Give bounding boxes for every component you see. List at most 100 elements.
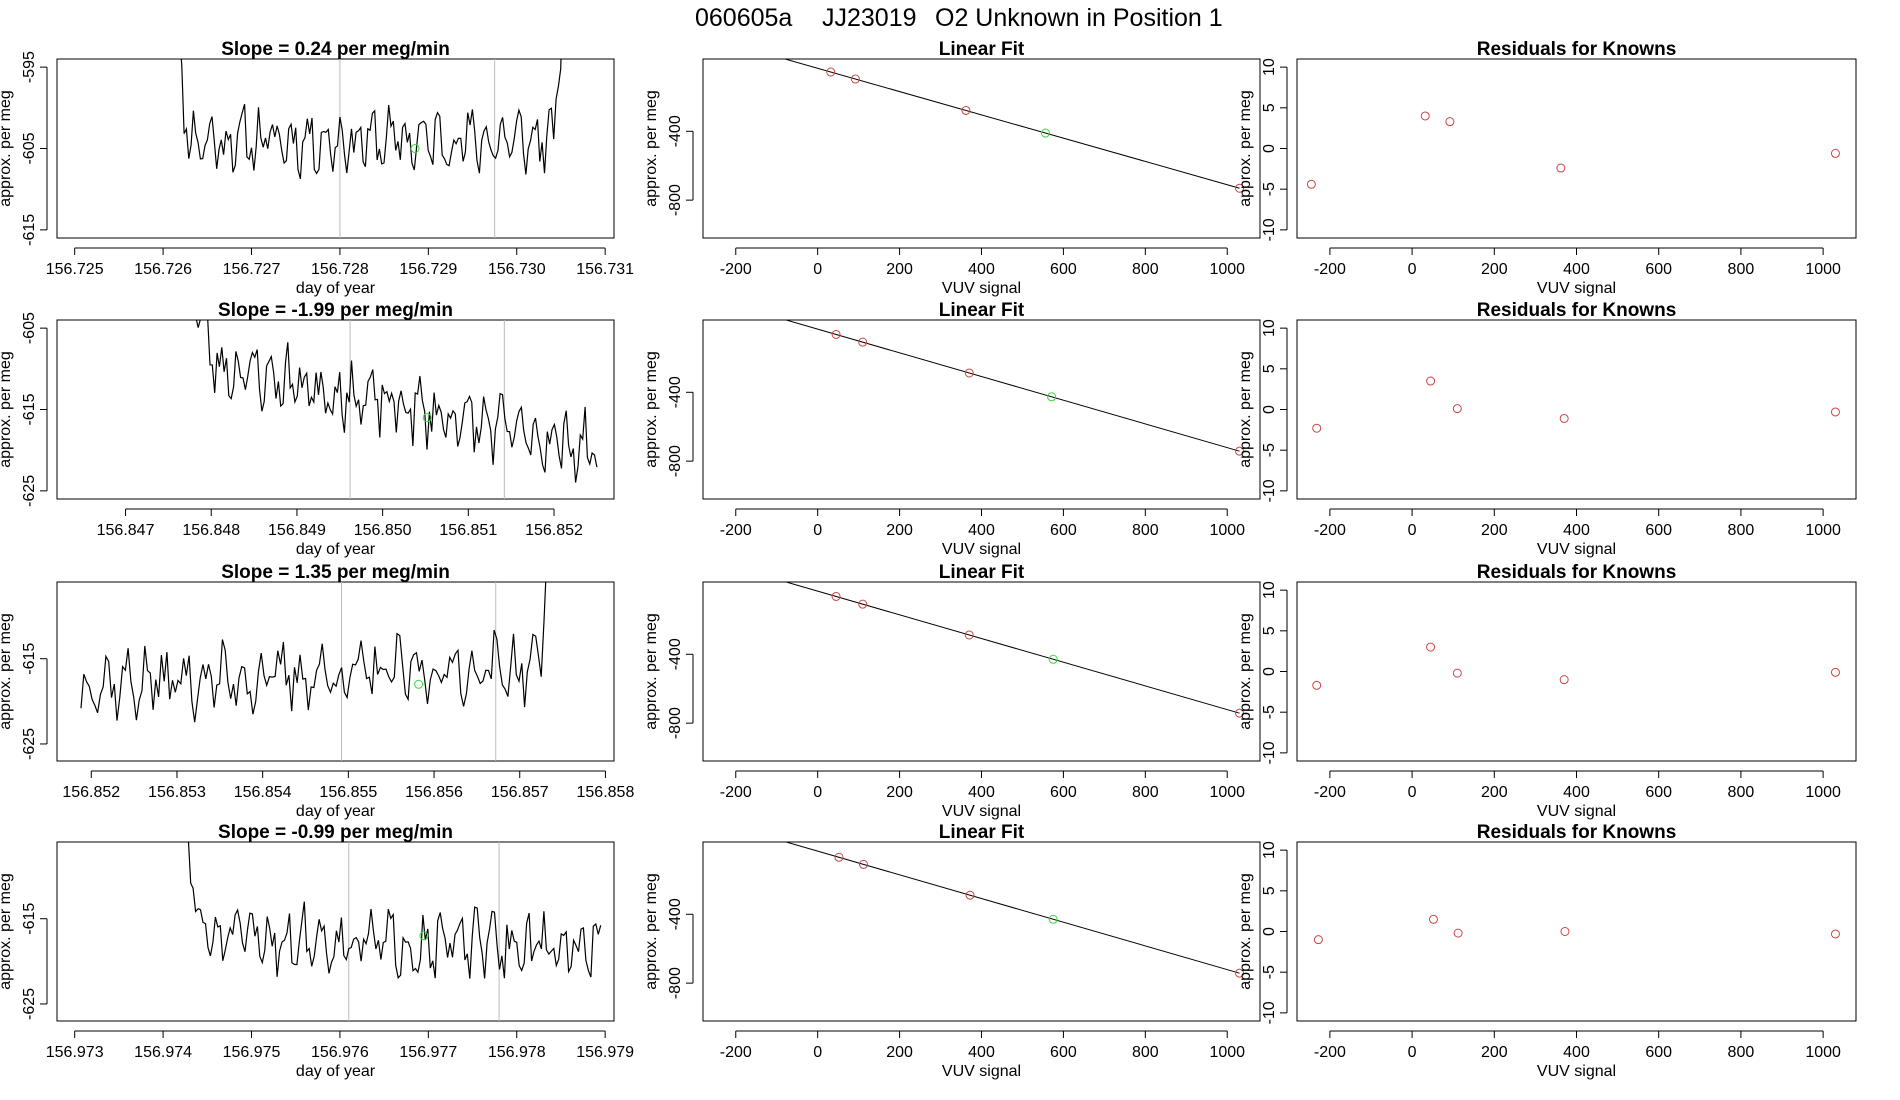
unknown-point — [1048, 654, 1058, 664]
x-tick-label: 0 — [813, 1044, 822, 1061]
y-tick-label: 5 — [1261, 626, 1278, 635]
plot-area — [187, 842, 602, 1021]
x-tick-label: 1000 — [1805, 261, 1841, 278]
plot-area — [1312, 376, 1840, 433]
x-tick-label: 600 — [1050, 1044, 1077, 1061]
x-tick-label: 600 — [1645, 522, 1672, 539]
unknown-point — [1040, 128, 1050, 138]
panel-time-series-2: Slope = -1.99 per meg/min 156.847 156.848 1… — [0, 300, 615, 558]
x-tick-label: 600 — [1050, 784, 1077, 801]
x-axis-label: VUV signal — [942, 1063, 1021, 1080]
known-point — [1235, 446, 1245, 456]
y-axis-label: approx. per meg — [1237, 613, 1254, 730]
y-tick-label: -625 — [21, 988, 38, 1020]
x-tick-label: -200 — [1314, 1044, 1346, 1061]
y-axis-label: approx. per meg — [643, 613, 660, 730]
x-tick-label: 156.858 — [577, 784, 635, 801]
unknown-average-point — [419, 931, 429, 941]
panel-residuals-2: Residuals for Knowns-200 0 200 400 600 800 100… — [1237, 300, 1857, 558]
time-series-line — [80, 582, 547, 723]
fit-line — [784, 320, 1240, 452]
x-tick-label: -200 — [720, 784, 752, 801]
panel-linear-fit-2: Linear Fit -200 0 200 400 600 800 1000 VUV signa… — [643, 300, 1261, 558]
known-point — [831, 591, 841, 601]
x-axis-label: day of year — [296, 803, 376, 820]
x-tick-label: 0 — [1408, 784, 1417, 801]
fit-line — [783, 59, 1240, 189]
plot-frame — [56, 841, 615, 1022]
panel-title: Linear Fit — [939, 822, 1025, 843]
x-tick-label: 156.857 — [491, 784, 549, 801]
x-tick-label: 1000 — [1805, 784, 1841, 801]
x-tick-label: 156.974 — [134, 1044, 192, 1061]
known-point — [965, 890, 975, 900]
known-point — [964, 630, 974, 640]
residual-point — [1452, 668, 1462, 678]
plot-frame — [1296, 841, 1857, 1022]
known-point — [1235, 183, 1245, 193]
residual-point — [1453, 928, 1463, 938]
plot-area — [784, 842, 1245, 978]
x-tick-label: 1000 — [1209, 1044, 1245, 1061]
x-axis-label: VUV signal — [1537, 1063, 1616, 1080]
x-tick-label: 800 — [1728, 522, 1755, 539]
x-tick-label: 156.729 — [399, 261, 457, 278]
y-tick-label: -800 — [667, 445, 684, 477]
x-tick-label: 1000 — [1805, 1044, 1841, 1061]
y-axis-label: approx. per meg — [643, 873, 660, 990]
x-tick-label: 156.976 — [311, 1044, 369, 1061]
x-tick-label: 400 — [968, 784, 995, 801]
plot-frame — [702, 58, 1261, 239]
x-tick-label: 0 — [1408, 522, 1417, 539]
residual-point — [1428, 914, 1438, 924]
residual-point — [1312, 423, 1322, 433]
y-tick-label: -595 — [21, 51, 38, 83]
x-tick-label: 400 — [968, 1044, 995, 1061]
x-tick-label: 0 — [813, 522, 822, 539]
x-tick-label: 156.855 — [319, 784, 377, 801]
x-tick-label: 156.973 — [46, 1044, 104, 1061]
x-tick-label: 800 — [1132, 1044, 1159, 1061]
x-tick-label: 200 — [886, 784, 913, 801]
y-tick-label: 0 — [1261, 667, 1278, 676]
y-tick-label: -625 — [21, 475, 38, 507]
x-tick-label: 400 — [1563, 261, 1590, 278]
x-tick-label: 200 — [886, 1044, 913, 1061]
x-tick-label: -200 — [1314, 261, 1346, 278]
known-point — [858, 599, 868, 609]
panel-title: Linear Fit — [939, 39, 1025, 60]
y-tick-label: -5 — [1261, 965, 1278, 979]
x-tick-label: 800 — [1728, 784, 1755, 801]
x-tick-label: 156.850 — [354, 522, 412, 539]
x-tick-label: 1000 — [1209, 522, 1245, 539]
residual-point — [1559, 413, 1569, 423]
x-tick-label: 156.730 — [488, 261, 546, 278]
x-tick-label: 1000 — [1209, 261, 1245, 278]
x-tick-label: 156.725 — [46, 261, 104, 278]
x-tick-label: 400 — [968, 522, 995, 539]
x-axis-label: VUV signal — [942, 541, 1021, 558]
y-axis-label: approx. per meg — [0, 90, 14, 207]
residual-point — [1445, 117, 1455, 127]
x-tick-label: 200 — [1481, 1044, 1508, 1061]
x-tick-label: 800 — [1132, 522, 1159, 539]
x-tick-label: 600 — [1050, 522, 1077, 539]
x-tick-label: 156.727 — [223, 261, 281, 278]
y-tick-label: 10 — [1261, 841, 1278, 859]
panel-title: Linear Fit — [939, 300, 1025, 321]
plot-frame — [1296, 581, 1857, 762]
x-tick-label: 156.852 — [525, 522, 583, 539]
panel-title: Slope = 0.24 per meg/min — [221, 39, 450, 60]
y-tick-label: -10 — [1261, 1001, 1278, 1024]
figure-description: O2 Unknown in Position 1 — [935, 4, 1223, 32]
y-tick-label: 5 — [1261, 364, 1278, 373]
known-point — [1235, 708, 1245, 718]
residual-point — [1559, 675, 1569, 685]
x-tick-label: 400 — [1563, 1044, 1590, 1061]
y-tick-label: -615 — [21, 903, 38, 935]
plot-frame — [1296, 319, 1857, 500]
unknown-point — [1048, 914, 1058, 924]
panel-residuals-1: Residuals for Knowns-200 0 200 400 600 800 100… — [1237, 39, 1857, 297]
panel-residuals-4: Residuals for Knowns-200 0 200 400 600 800 100… — [1237, 822, 1857, 1080]
